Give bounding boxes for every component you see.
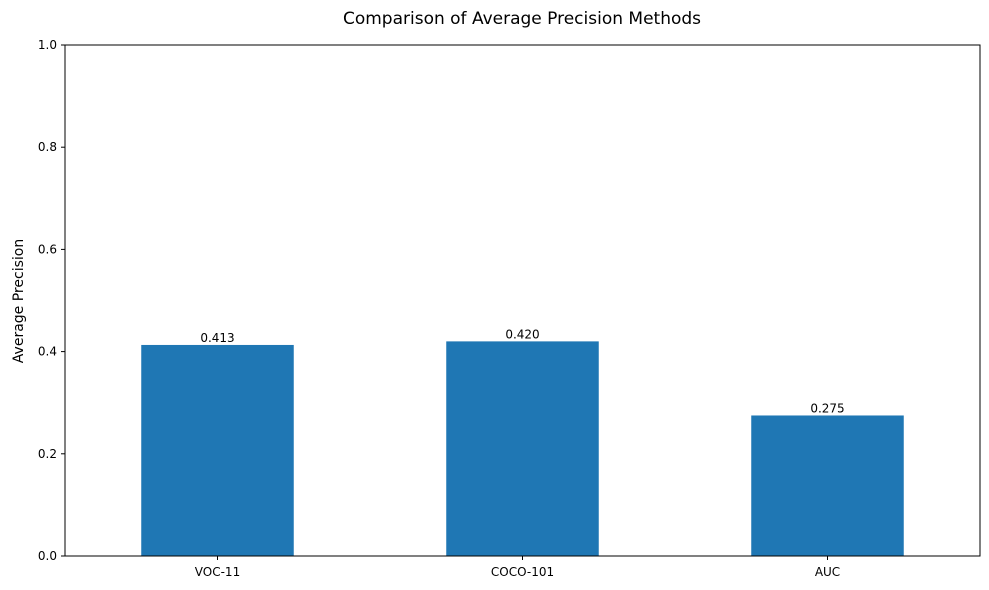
x-axis: VOC-11 COCO-101 AUC [195,556,840,579]
x-tick-label: COCO-101 [491,565,554,579]
y-tick-label: 0.4 [38,345,57,359]
y-tick-label: 0.0 [38,549,57,563]
y-tick-label: 1.0 [38,38,57,52]
bar-coco-101 [446,341,599,556]
bar-voc-11 [141,344,294,556]
x-tick-label: AUC [815,565,840,579]
y-axis-label: Average Precision [11,239,27,363]
bars-layer [141,341,904,556]
y-axis: 0.0 0.2 0.4 0.6 0.8 1.0 [38,38,65,563]
y-tick-label: 0.6 [38,242,57,256]
data-label: 0.413 [200,331,234,345]
x-tick-label: VOC-11 [195,565,240,579]
plot-frame [64,44,981,557]
chart-title: Comparison of Average Precision Methods [343,9,701,29]
bar-auc [751,415,904,556]
data-label: 0.420 [505,327,539,341]
data-label: 0.275 [810,401,844,415]
data-labels-layer: 0.413 0.420 0.275 [200,327,844,415]
y-tick-label: 0.8 [38,140,57,154]
y-tick-label: 0.2 [38,447,57,461]
